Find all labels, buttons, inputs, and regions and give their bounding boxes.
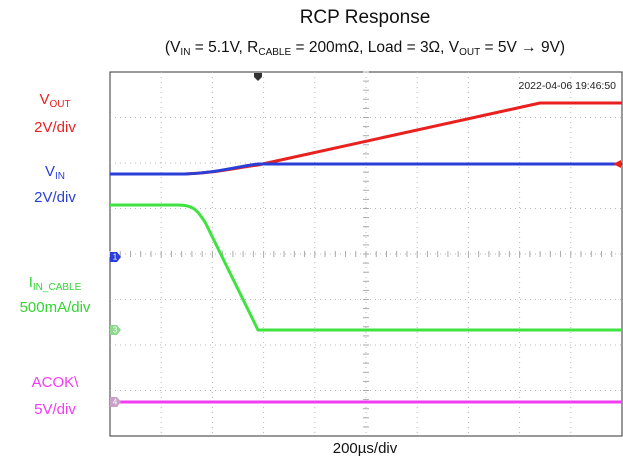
subtitle-part: (V bbox=[165, 39, 181, 56]
timestamp: 2022-04-06 19:46:50 bbox=[519, 80, 617, 92]
channel-name-part: V bbox=[39, 91, 49, 108]
channel-labels: VOUT2V/divVIN2V/divIIN_CABLE500mA/divACO… bbox=[20, 91, 91, 418]
marker-label: 1 bbox=[113, 253, 118, 262]
subtitle: (VIN = 5.1V, RCABLE = 200mΩ, Load = 3Ω, … bbox=[165, 39, 565, 58]
channel-scale: 500mA/div bbox=[20, 299, 91, 316]
channel-name: VIN bbox=[45, 163, 65, 182]
iin-trace bbox=[110, 203, 622, 332]
trigger-marker bbox=[254, 73, 262, 81]
channel-markers: 1 3 4 bbox=[110, 252, 121, 407]
channel-name-part: OUT bbox=[49, 99, 70, 110]
subtitle-part: = 5V → 9V) bbox=[480, 39, 565, 56]
subtitle-part: OUT bbox=[459, 47, 480, 58]
marker-tab bbox=[110, 252, 121, 262]
marker-label: 3 bbox=[113, 326, 118, 335]
channel-name-part: IN bbox=[55, 171, 65, 182]
subtitle-part: = 200mΩ, Load = 3Ω, V bbox=[291, 39, 460, 56]
title: RCP Response bbox=[300, 7, 431, 28]
marker-label: 4 bbox=[113, 398, 118, 407]
subtitle-part: = 5.1V, R bbox=[190, 39, 258, 56]
vin-trace bbox=[110, 162, 622, 176]
subtitle-part: CABLE bbox=[258, 47, 291, 58]
channel-name: VOUT bbox=[39, 91, 70, 110]
channel-scale: 2V/div bbox=[34, 119, 76, 136]
channel-scale: 2V/div bbox=[34, 189, 76, 206]
channel-name: IIN_CABLE bbox=[29, 274, 82, 293]
scope-screen: 2022-04-06 19:46:50 1 3 4 bbox=[109, 71, 623, 437]
channel-name-part: V bbox=[45, 163, 55, 180]
channel-name-part: ACOK\ bbox=[32, 374, 80, 391]
marker-tab bbox=[110, 325, 121, 335]
level-marker bbox=[613, 160, 621, 168]
timebase: 200µs/div bbox=[333, 440, 398, 457]
grid bbox=[109, 71, 622, 436]
channel-name-part: IN_CABLE bbox=[33, 282, 82, 293]
marker-tab bbox=[110, 397, 121, 407]
subtitle-part: IN bbox=[180, 47, 190, 58]
channel-name: ACOK\ bbox=[32, 374, 80, 391]
channel-name-part: I bbox=[29, 274, 33, 291]
channel-scale: 5V/div bbox=[34, 401, 76, 418]
